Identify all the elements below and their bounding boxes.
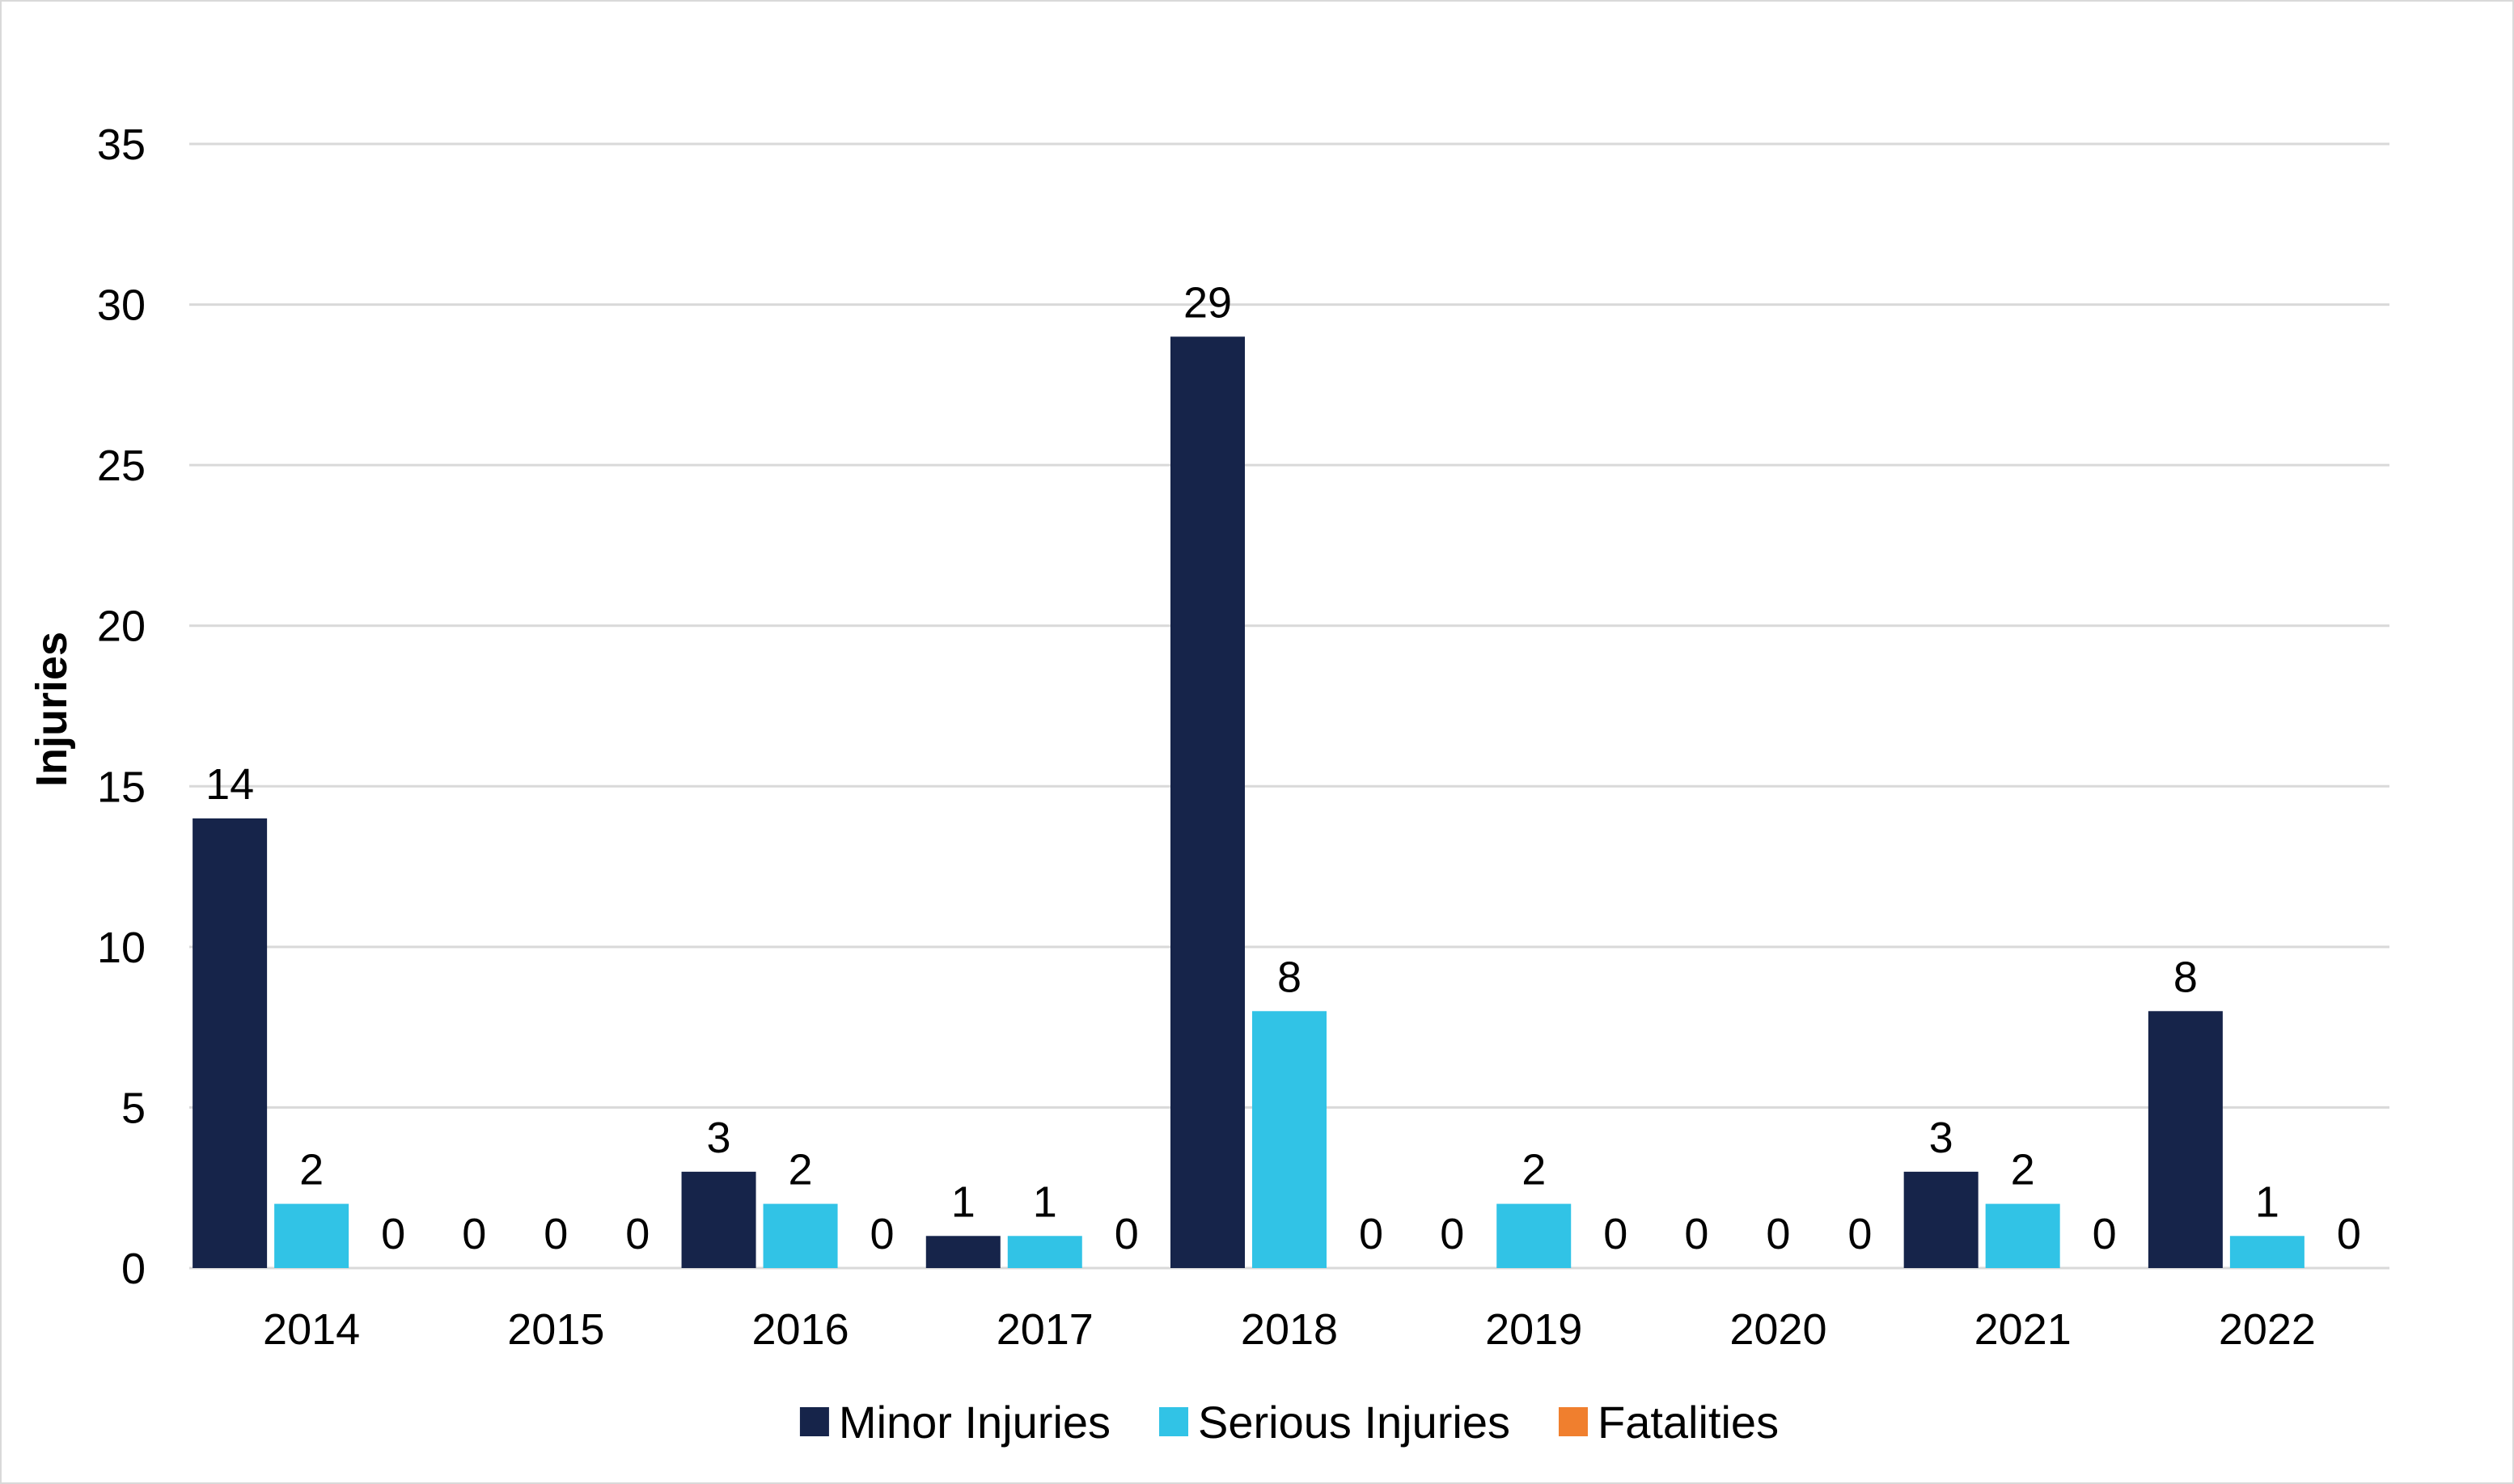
- legend-swatch: [1558, 1407, 1588, 1436]
- legend-item: Minor Injuries: [799, 1397, 1111, 1448]
- data-label: 0: [1684, 1210, 1708, 1258]
- data-label: 1: [951, 1177, 976, 1226]
- x-tick-label: 2021: [1974, 1305, 2072, 1354]
- data-label: 0: [1115, 1210, 1139, 1258]
- data-label: 3: [1929, 1114, 1953, 1162]
- x-tick-label: 2018: [1241, 1305, 1338, 1354]
- x-tick-label: 2016: [751, 1305, 849, 1354]
- data-label: 0: [2337, 1210, 2361, 1258]
- data-label: 14: [205, 760, 254, 809]
- bar: [1007, 1236, 1082, 1268]
- bars: [193, 336, 2304, 1269]
- bar: [925, 1236, 1001, 1268]
- data-label: 2: [789, 1146, 813, 1194]
- x-tick-label: 2020: [1729, 1305, 1826, 1354]
- x-tick-label: 2017: [997, 1305, 1094, 1354]
- data-label: 0: [870, 1210, 895, 1258]
- bar: [763, 1203, 838, 1268]
- data-label: 1: [1033, 1177, 1057, 1226]
- bar: [193, 818, 268, 1268]
- bar: [2229, 1236, 2304, 1268]
- x-axis-ticks: 2014 2015 2016 2017 2018 2019 2020 2021 2022: [263, 1305, 2316, 1354]
- legend-swatch: [1159, 1407, 1189, 1436]
- data-label: 0: [1440, 1210, 1464, 1258]
- data-label: 0: [1603, 1210, 1627, 1258]
- y-tick-label: 5: [121, 1084, 146, 1132]
- data-label: 3: [707, 1114, 731, 1162]
- data-label: 2: [1522, 1146, 1546, 1194]
- data-label: 29: [1183, 278, 1232, 327]
- legend-swatch: [799, 1407, 829, 1436]
- x-tick-label: 2022: [2219, 1305, 2316, 1354]
- bar: [1903, 1171, 1979, 1268]
- data-label: 0: [462, 1210, 486, 1258]
- data-labels: 14 2 0 0 0 0 3 2 0 1 1 0 29 8 0 0 2 0 0 0 0 3 2 0 8 1 0: [205, 278, 2361, 1258]
- x-tick-label: 2015: [507, 1305, 604, 1354]
- bar: [1252, 1011, 1327, 1268]
- data-label: 0: [381, 1210, 405, 1258]
- legend-item: Serious Injuries: [1159, 1397, 1510, 1448]
- data-label: 0: [625, 1210, 650, 1258]
- bar: [274, 1203, 349, 1268]
- bar: [681, 1171, 756, 1268]
- bar: [1496, 1203, 1572, 1268]
- y-tick-label: 35: [97, 120, 146, 169]
- y-tick-label: 0: [121, 1245, 146, 1293]
- data-label: 0: [1359, 1210, 1383, 1258]
- y-tick-label: 30: [97, 281, 146, 330]
- data-label: 8: [2173, 953, 2198, 1001]
- data-label: 1: [2255, 1177, 2279, 1226]
- data-label: 0: [2093, 1210, 2117, 1258]
- bar: [1170, 336, 1245, 1269]
- legend-label: Minor Injuries: [839, 1397, 1111, 1448]
- x-tick-label: 2014: [263, 1305, 360, 1354]
- data-label: 0: [1766, 1210, 1790, 1258]
- x-tick-label: 2019: [1485, 1305, 1582, 1354]
- y-axis-title: Injuries: [28, 632, 76, 787]
- data-label: 2: [2011, 1146, 2035, 1194]
- y-tick-label: 20: [97, 602, 146, 651]
- y-tick-label: 25: [97, 442, 146, 490]
- y-tick-label: 15: [97, 763, 146, 811]
- data-label: 0: [544, 1210, 568, 1258]
- bar: [1985, 1203, 2060, 1268]
- data-label: 8: [1277, 953, 1301, 1001]
- legend: Minor Injuries Serious Injuries Fatalities: [799, 1397, 1779, 1448]
- gridlines: [189, 142, 2389, 1109]
- y-tick-label: 10: [97, 924, 146, 972]
- y-axis-ticks: 0 5 10 15 20 25 30 35: [97, 120, 146, 1293]
- bar: [2148, 1011, 2223, 1268]
- legend-item: Fatalities: [1558, 1397, 1779, 1448]
- legend-label: Fatalities: [1598, 1397, 1779, 1448]
- data-label: 2: [299, 1146, 324, 1194]
- data-label: 0: [1847, 1210, 1872, 1258]
- legend-label: Serious Injuries: [1198, 1397, 1510, 1448]
